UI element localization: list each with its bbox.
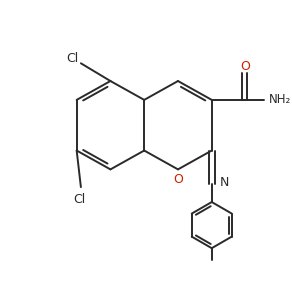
Text: O: O xyxy=(241,61,251,73)
Text: Cl: Cl xyxy=(73,193,86,206)
Text: Cl: Cl xyxy=(66,52,79,65)
Text: O: O xyxy=(173,173,183,186)
Text: NH₂: NH₂ xyxy=(269,93,291,106)
Text: N: N xyxy=(220,177,229,189)
